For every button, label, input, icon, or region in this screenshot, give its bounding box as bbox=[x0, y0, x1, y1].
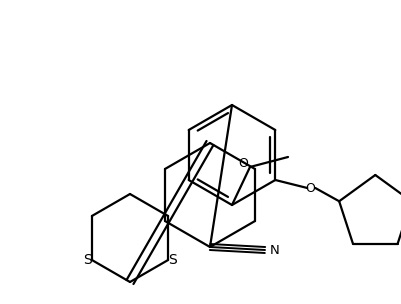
Text: O: O bbox=[305, 181, 314, 195]
Text: O: O bbox=[237, 157, 247, 171]
Text: S: S bbox=[83, 253, 92, 267]
Text: N: N bbox=[269, 244, 279, 257]
Text: S: S bbox=[167, 253, 176, 267]
